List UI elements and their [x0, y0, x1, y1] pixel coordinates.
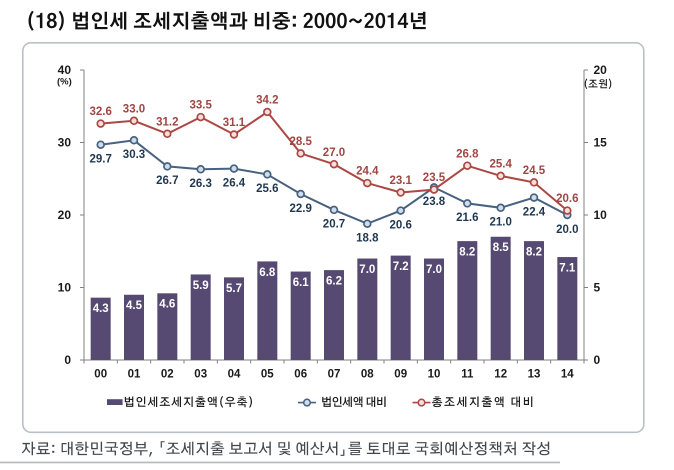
svg-text:34.2: 34.2 [256, 95, 278, 107]
svg-text:27.0: 27.0 [323, 147, 345, 159]
svg-text:08: 08 [361, 368, 374, 380]
svg-text:8.2: 8.2 [526, 247, 542, 259]
svg-text:30.3: 30.3 [123, 149, 145, 161]
svg-text:7.0: 7.0 [359, 264, 375, 276]
svg-text:26.7: 26.7 [156, 175, 178, 187]
svg-text:5: 5 [594, 281, 601, 295]
svg-text:20: 20 [58, 208, 72, 222]
svg-text:01: 01 [128, 368, 141, 380]
svg-text:31.1: 31.1 [223, 117, 246, 129]
svg-text:5.9: 5.9 [193, 280, 209, 292]
svg-text:6.2: 6.2 [326, 276, 342, 288]
svg-text:24.4: 24.4 [356, 166, 379, 178]
svg-text:28.5: 28.5 [290, 136, 313, 148]
svg-text:4.3: 4.3 [93, 303, 109, 315]
svg-text:8.2: 8.2 [459, 247, 475, 259]
svg-text:10: 10 [58, 281, 72, 295]
svg-text:40: 40 [58, 63, 72, 77]
svg-text:6.8: 6.8 [259, 267, 276, 279]
svg-text:04: 04 [228, 368, 241, 380]
svg-text:15: 15 [594, 136, 608, 150]
svg-text:(%): (%) [57, 77, 72, 88]
svg-text:33.0: 33.0 [123, 103, 145, 115]
svg-text:22.4: 22.4 [523, 206, 546, 218]
svg-text:10: 10 [428, 368, 441, 380]
svg-text:21.6: 21.6 [456, 212, 478, 224]
svg-text:03: 03 [194, 368, 207, 380]
svg-text:23.8: 23.8 [423, 196, 446, 208]
svg-text:6.1: 6.1 [293, 277, 310, 289]
svg-text:4.5: 4.5 [126, 300, 143, 312]
svg-text:20: 20 [594, 63, 608, 77]
svg-text:11: 11 [461, 368, 474, 380]
svg-text:29.7: 29.7 [90, 154, 112, 166]
svg-text:13: 13 [528, 368, 541, 380]
svg-text:5.7: 5.7 [226, 283, 242, 295]
svg-text:8.5: 8.5 [493, 242, 510, 254]
svg-text:7.2: 7.2 [393, 261, 409, 273]
svg-text:22.9: 22.9 [290, 203, 312, 215]
svg-text:7.0: 7.0 [426, 264, 442, 276]
svg-text:05: 05 [261, 368, 274, 380]
svg-text:09: 09 [394, 368, 407, 380]
svg-text:33.5: 33.5 [190, 100, 213, 112]
svg-text:26.8: 26.8 [456, 148, 479, 160]
svg-text:24.5: 24.5 [523, 165, 546, 177]
svg-text:12: 12 [494, 368, 507, 380]
svg-text:06: 06 [294, 368, 307, 380]
svg-text:00: 00 [94, 368, 107, 380]
svg-text:20.7: 20.7 [323, 219, 345, 231]
svg-text:31.2: 31.2 [156, 116, 178, 128]
svg-text:4.6: 4.6 [159, 299, 175, 311]
svg-text:0: 0 [594, 353, 601, 367]
svg-text:21.0: 21.0 [490, 217, 512, 229]
svg-text:20.6: 20.6 [556, 193, 578, 205]
svg-text:26.3: 26.3 [190, 178, 212, 190]
svg-text:23.5: 23.5 [423, 172, 446, 184]
svg-text:10: 10 [594, 208, 608, 222]
svg-text:7.1: 7.1 [559, 262, 576, 274]
svg-text:02: 02 [161, 368, 174, 380]
svg-text:30: 30 [58, 136, 72, 150]
svg-text:25.4: 25.4 [490, 159, 513, 171]
svg-text:32.6: 32.6 [90, 106, 112, 118]
svg-text:18.8: 18.8 [356, 233, 379, 245]
svg-text:20.0: 20.0 [556, 224, 578, 236]
svg-text:26.4: 26.4 [223, 177, 246, 189]
svg-text:07: 07 [328, 368, 341, 380]
svg-text:0: 0 [64, 353, 71, 367]
svg-text:23.1: 23.1 [390, 175, 413, 187]
svg-text:25.6: 25.6 [256, 183, 278, 195]
svg-text:14: 14 [561, 368, 574, 380]
svg-text:20.6: 20.6 [390, 219, 412, 231]
